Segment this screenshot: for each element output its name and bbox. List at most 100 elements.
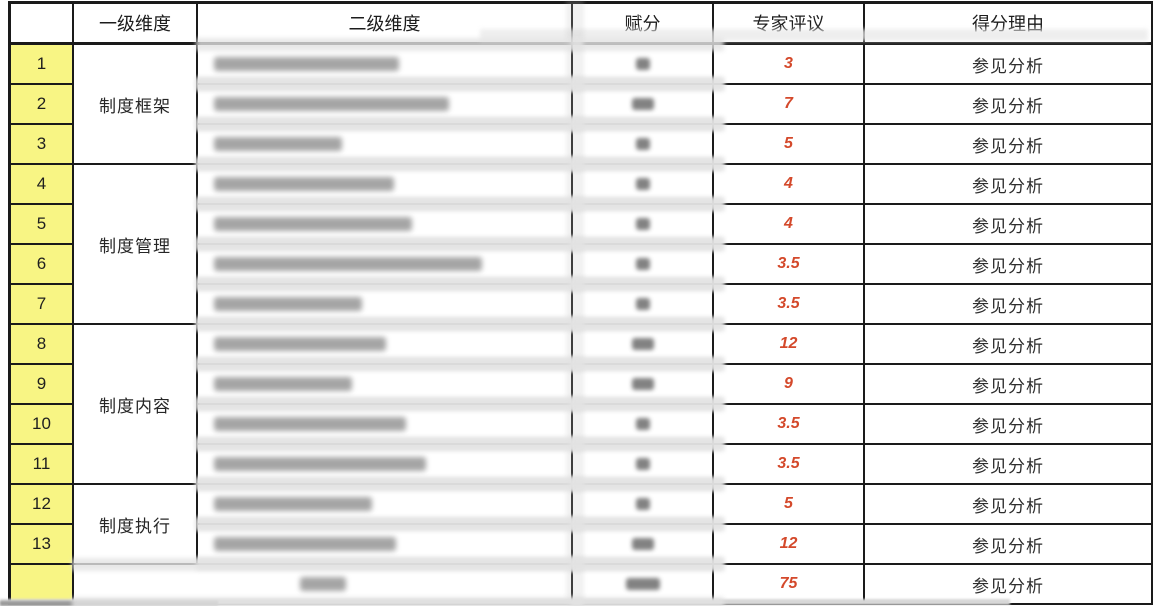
header-score: 赋分 bbox=[573, 4, 714, 45]
dim2-redacted-cell bbox=[198, 325, 573, 365]
dim2-redacted-cell bbox=[198, 285, 573, 325]
expert-score-cell: 3.5 bbox=[714, 445, 865, 485]
table-row: 5 4 参见分析 bbox=[11, 205, 1153, 245]
score-redacted-cell bbox=[573, 205, 714, 245]
expert-total-cell: 75 bbox=[714, 565, 865, 605]
dim1-group-cell: 制度框架 bbox=[74, 45, 198, 165]
redacted-text-blur bbox=[214, 217, 412, 231]
row-number-cell: 6 bbox=[11, 245, 74, 285]
reason-cell: 参见分析 bbox=[865, 125, 1153, 165]
row-number-cell: 10 bbox=[11, 405, 74, 445]
score-redacted-cell bbox=[573, 85, 714, 125]
reason-cell: 参见分析 bbox=[865, 325, 1153, 365]
total-row: 75 参见分析 bbox=[11, 565, 1153, 605]
expert-score-cell: 12 bbox=[714, 325, 865, 365]
expert-score-cell: 5 bbox=[714, 125, 865, 165]
expert-score-cell: 4 bbox=[714, 165, 865, 205]
reason-cell: 参见分析 bbox=[865, 285, 1153, 325]
dim2-redacted-cell bbox=[198, 445, 573, 485]
redacted-text-blur bbox=[214, 137, 342, 151]
reason-cell: 参见分析 bbox=[865, 405, 1153, 445]
redacted-text-blur bbox=[635, 258, 650, 270]
table-row: 1 制度框架 3 参见分析 bbox=[11, 45, 1153, 165]
redacted-text-blur bbox=[635, 458, 650, 470]
expert-score-cell: 12 bbox=[714, 525, 865, 565]
redacted-text-blur bbox=[635, 138, 650, 150]
expert-score-cell: 4 bbox=[714, 205, 865, 245]
header-dim1: 一级维度 bbox=[74, 4, 198, 45]
score-redacted-cell bbox=[573, 565, 714, 605]
redacted-text-blur bbox=[635, 298, 650, 310]
expert-score-cell: 3.5 bbox=[714, 245, 865, 285]
reason-cell: 参见分析 bbox=[865, 445, 1153, 485]
redacted-text-blur bbox=[214, 497, 372, 511]
header-dim2: 二级维度 bbox=[198, 4, 573, 45]
header-index bbox=[11, 4, 74, 45]
redacted-text-blur bbox=[214, 417, 406, 431]
table-row: 6 3.5 参见分析 bbox=[11, 245, 1153, 285]
score-redacted-cell bbox=[573, 485, 714, 525]
dim2-redacted-cell bbox=[198, 85, 573, 125]
table-row: 9 9 参见分析 bbox=[11, 365, 1153, 405]
redacted-text-blur bbox=[214, 297, 362, 311]
reason-cell: 参见分析 bbox=[865, 565, 1153, 605]
dim1-group-cell: 制度管理 bbox=[74, 165, 198, 325]
redacted-text-blur bbox=[214, 457, 426, 471]
expert-score-cell: 3.5 bbox=[714, 405, 865, 445]
score-redacted-cell bbox=[573, 525, 714, 565]
row-number-cell: 5 bbox=[11, 205, 74, 245]
table-row: 7 3.5 参见分析 bbox=[11, 285, 1153, 325]
dim1-group-cell: 制度执行 bbox=[74, 485, 198, 565]
row-number-cell: 13 bbox=[11, 525, 74, 565]
expert-score-cell: 5 bbox=[714, 485, 865, 525]
row-number-cell: 11 bbox=[11, 445, 74, 485]
redacted-text-blur bbox=[631, 98, 654, 110]
redacted-text-blur bbox=[635, 178, 650, 190]
table-row: 2 7 参见分析 bbox=[11, 85, 1153, 125]
score-redacted-cell bbox=[573, 285, 714, 325]
row-number-cell: 4 bbox=[11, 165, 74, 205]
score-redacted-cell bbox=[573, 365, 714, 405]
dim2-redacted-cell bbox=[198, 125, 573, 165]
score-redacted-cell bbox=[573, 325, 714, 365]
redacted-text-blur bbox=[635, 218, 650, 230]
redacted-text-blur bbox=[214, 177, 394, 191]
row-number-cell: 7 bbox=[11, 285, 74, 325]
reason-cell: 参见分析 bbox=[865, 365, 1153, 405]
redacted-text-blur bbox=[214, 57, 399, 71]
redacted-text-blur bbox=[631, 338, 654, 350]
expert-score-cell: 3 bbox=[714, 45, 865, 85]
dim1-group-cell: 制度内容 bbox=[74, 325, 198, 485]
dim2-redacted-cell bbox=[198, 405, 573, 445]
score-redacted-cell bbox=[573, 125, 714, 165]
redacted-text-blur bbox=[214, 257, 482, 271]
score-redacted-cell bbox=[573, 165, 714, 205]
reason-cell: 参见分析 bbox=[865, 525, 1153, 565]
dim2-redacted-cell bbox=[198, 165, 573, 205]
dim2-redacted-cell bbox=[198, 365, 573, 405]
dim2-redacted-cell bbox=[198, 45, 573, 85]
reason-cell: 参见分析 bbox=[865, 85, 1153, 125]
redacted-text-blur bbox=[635, 498, 650, 510]
table-row: 8 制度内容 12 参见分析 bbox=[11, 325, 1153, 485]
redacted-text-blur bbox=[631, 538, 654, 550]
header-row: 一级维度 二级维度 赋分 专家评议 得分理由 bbox=[11, 4, 1153, 45]
redacted-text-blur bbox=[635, 418, 650, 430]
score-redacted-cell bbox=[573, 445, 714, 485]
redacted-text-blur bbox=[631, 378, 654, 390]
expert-score-cell: 9 bbox=[714, 365, 865, 405]
expert-score-cell: 3.5 bbox=[714, 285, 865, 325]
reason-cell: 参见分析 bbox=[865, 245, 1153, 285]
score-redacted-cell bbox=[573, 45, 714, 85]
table-row: 12 制度执行 5 参见分析 bbox=[11, 485, 1153, 565]
redacted-text-blur bbox=[635, 58, 650, 70]
table-row: 13 12 参见分析 bbox=[11, 525, 1153, 565]
row-number-cell: 2 bbox=[11, 85, 74, 125]
dim2-redacted-cell bbox=[198, 485, 573, 525]
redacted-text-blur bbox=[214, 537, 396, 551]
score-redacted-cell bbox=[573, 245, 714, 285]
row-number-cell bbox=[11, 565, 74, 605]
total-label-redacted-cell bbox=[74, 565, 573, 605]
reason-cell: 参见分析 bbox=[865, 205, 1153, 245]
dim2-redacted-cell bbox=[198, 205, 573, 245]
